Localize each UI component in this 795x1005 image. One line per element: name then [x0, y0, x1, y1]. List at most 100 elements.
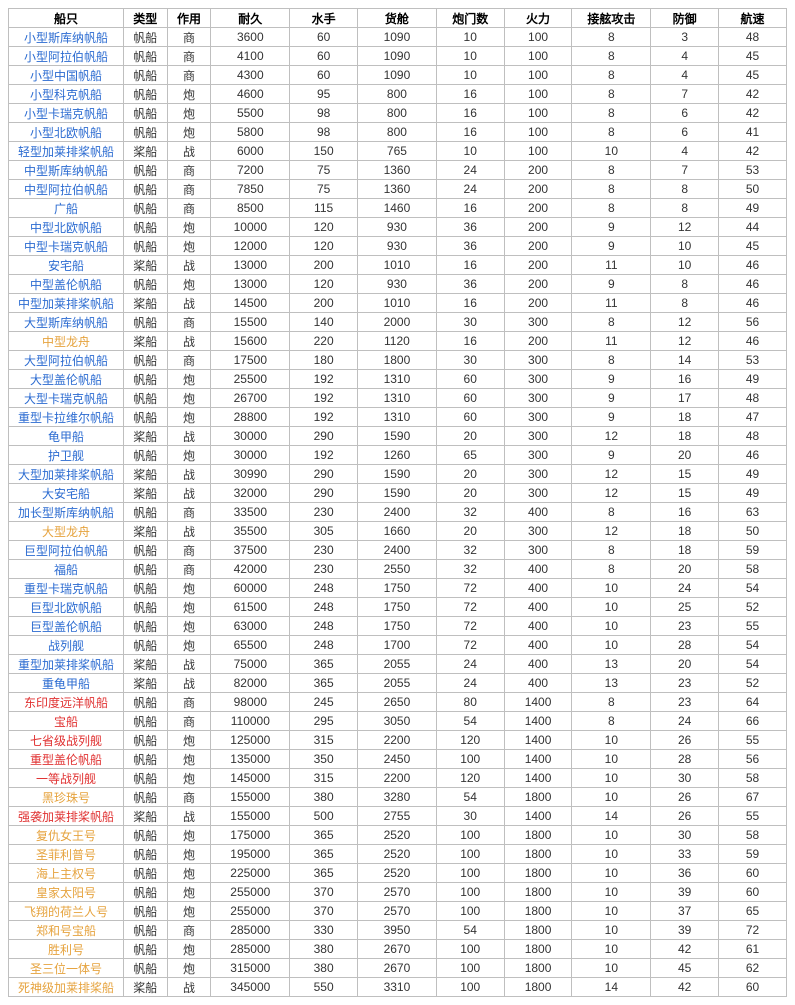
- ship-name-cell[interactable]: 死神级加莱排桨船: [9, 978, 124, 997]
- data-cell: 2520: [358, 864, 437, 883]
- ship-name-cell[interactable]: 中型斯库纳帆船: [9, 161, 124, 180]
- ship-name-cell[interactable]: 巨型阿拉伯帆船: [9, 541, 124, 560]
- ship-name-cell[interactable]: 中型北欧帆船: [9, 218, 124, 237]
- ship-name-cell[interactable]: 宝船: [9, 712, 124, 731]
- data-cell: 帆船: [123, 161, 167, 180]
- data-cell: 7850: [211, 180, 290, 199]
- ship-name-cell[interactable]: 小型卡瑞克帆船: [9, 104, 124, 123]
- data-cell: 200: [504, 256, 572, 275]
- ship-name-cell[interactable]: 小型科克帆船: [9, 85, 124, 104]
- ship-name-cell[interactable]: 大型阿拉伯帆船: [9, 351, 124, 370]
- data-cell: 72: [719, 921, 787, 940]
- data-cell: 400: [504, 503, 572, 522]
- data-cell: 商: [167, 28, 211, 47]
- ship-name-cell[interactable]: 中型加莱排桨帆船: [9, 294, 124, 313]
- data-cell: 10000: [211, 218, 290, 237]
- data-cell: 500: [290, 807, 358, 826]
- data-cell: 75: [290, 161, 358, 180]
- data-cell: 300: [504, 484, 572, 503]
- ship-name-cell[interactable]: 复仇女王号: [9, 826, 124, 845]
- data-cell: 1800: [504, 902, 572, 921]
- data-cell: 8: [572, 560, 651, 579]
- ship-name-cell[interactable]: 大型盖伦帆船: [9, 370, 124, 389]
- ship-name-cell[interactable]: 巨型盖伦帆船: [9, 617, 124, 636]
- data-cell: 72: [436, 579, 504, 598]
- ship-name-cell[interactable]: 安宅船: [9, 256, 124, 275]
- ship-name-cell[interactable]: 重型卡拉维尔帆船: [9, 408, 124, 427]
- data-cell: 52: [719, 598, 787, 617]
- ship-name-cell[interactable]: 中型卡瑞克帆船: [9, 237, 124, 256]
- data-cell: 15: [651, 465, 719, 484]
- ship-name-cell[interactable]: 小型斯库纳帆船: [9, 28, 124, 47]
- data-cell: 200: [504, 199, 572, 218]
- data-cell: 765: [358, 142, 437, 161]
- ship-name-cell[interactable]: 郑和号宝船: [9, 921, 124, 940]
- ship-name-cell[interactable]: 龟甲船: [9, 427, 124, 446]
- data-cell: 4: [651, 142, 719, 161]
- ship-name-cell[interactable]: 重型卡瑞克帆船: [9, 579, 124, 598]
- data-cell: 8: [651, 275, 719, 294]
- ship-name-cell[interactable]: 大安宅船: [9, 484, 124, 503]
- ship-name-cell[interactable]: 重型加莱排桨帆船: [9, 655, 124, 674]
- data-cell: 16: [436, 85, 504, 104]
- data-cell: 8: [651, 199, 719, 218]
- ship-name-cell[interactable]: 大型加莱排桨帆船: [9, 465, 124, 484]
- ship-name-cell[interactable]: 东印度远洋帆船: [9, 693, 124, 712]
- data-cell: 11: [572, 294, 651, 313]
- data-cell: 100: [504, 104, 572, 123]
- table-row: 小型卡瑞克帆船帆船炮550098800161008642: [9, 104, 787, 123]
- data-cell: 14500: [211, 294, 290, 313]
- ship-name-cell[interactable]: 大型卡瑞克帆船: [9, 389, 124, 408]
- data-cell: 12: [572, 522, 651, 541]
- ship-name-cell[interactable]: 黑珍珠号: [9, 788, 124, 807]
- data-cell: 炮: [167, 902, 211, 921]
- ship-name-cell[interactable]: 中型阿拉伯帆船: [9, 180, 124, 199]
- ship-name-cell[interactable]: 中型龙舟: [9, 332, 124, 351]
- ship-name-cell[interactable]: 圣菲利普号: [9, 845, 124, 864]
- ship-name-cell[interactable]: 大型龙舟: [9, 522, 124, 541]
- ship-name-cell[interactable]: 小型阿拉伯帆船: [9, 47, 124, 66]
- data-cell: 220: [290, 332, 358, 351]
- data-cell: 8500: [211, 199, 290, 218]
- ship-name-cell[interactable]: 飞翔的荷兰人号: [9, 902, 124, 921]
- data-cell: 9: [572, 218, 651, 237]
- ship-name-cell[interactable]: 小型中国帆船: [9, 66, 124, 85]
- ship-name-cell[interactable]: 一等战列舰: [9, 769, 124, 788]
- data-cell: 1800: [504, 940, 572, 959]
- ship-name-cell[interactable]: 加长型斯库纳帆船: [9, 503, 124, 522]
- data-cell: 248: [290, 636, 358, 655]
- data-cell: 1400: [504, 769, 572, 788]
- data-cell: 帆船: [123, 788, 167, 807]
- data-cell: 135000: [211, 750, 290, 769]
- data-cell: 2670: [358, 940, 437, 959]
- ship-name-cell[interactable]: 福船: [9, 560, 124, 579]
- ship-name-cell[interactable]: 小型北欧帆船: [9, 123, 124, 142]
- ship-name-cell[interactable]: 皇家太阳号: [9, 883, 124, 902]
- data-cell: 16: [651, 503, 719, 522]
- data-cell: 110000: [211, 712, 290, 731]
- ship-name-cell[interactable]: 重龟甲船: [9, 674, 124, 693]
- ship-name-cell[interactable]: 强袭加莱排桨帆船: [9, 807, 124, 826]
- data-cell: 16: [436, 294, 504, 313]
- table-row: 轻型加莱排桨帆船桨船战60001507651010010442: [9, 142, 787, 161]
- data-cell: 2570: [358, 883, 437, 902]
- ship-name-cell[interactable]: 大型斯库纳帆船: [9, 313, 124, 332]
- data-cell: 47: [719, 408, 787, 427]
- ship-name-cell[interactable]: 护卫舰: [9, 446, 124, 465]
- data-cell: 帆船: [123, 446, 167, 465]
- ship-name-cell[interactable]: 轻型加莱排桨帆船: [9, 142, 124, 161]
- ship-name-cell[interactable]: 中型盖伦帆船: [9, 275, 124, 294]
- ship-name-cell[interactable]: 海上主权号: [9, 864, 124, 883]
- data-cell: 24: [436, 674, 504, 693]
- ship-name-cell[interactable]: 战列舰: [9, 636, 124, 655]
- data-cell: 商: [167, 180, 211, 199]
- ship-name-cell[interactable]: 广船: [9, 199, 124, 218]
- data-cell: 300: [504, 522, 572, 541]
- data-cell: 炮: [167, 275, 211, 294]
- ship-name-cell[interactable]: 七省级战列舰: [9, 731, 124, 750]
- ship-name-cell[interactable]: 巨型北欧帆船: [9, 598, 124, 617]
- ship-name-cell[interactable]: 胜利号: [9, 940, 124, 959]
- ship-name-cell[interactable]: 重型盖伦帆船: [9, 750, 124, 769]
- ship-name-cell[interactable]: 圣三位一体号: [9, 959, 124, 978]
- data-cell: 8: [572, 28, 651, 47]
